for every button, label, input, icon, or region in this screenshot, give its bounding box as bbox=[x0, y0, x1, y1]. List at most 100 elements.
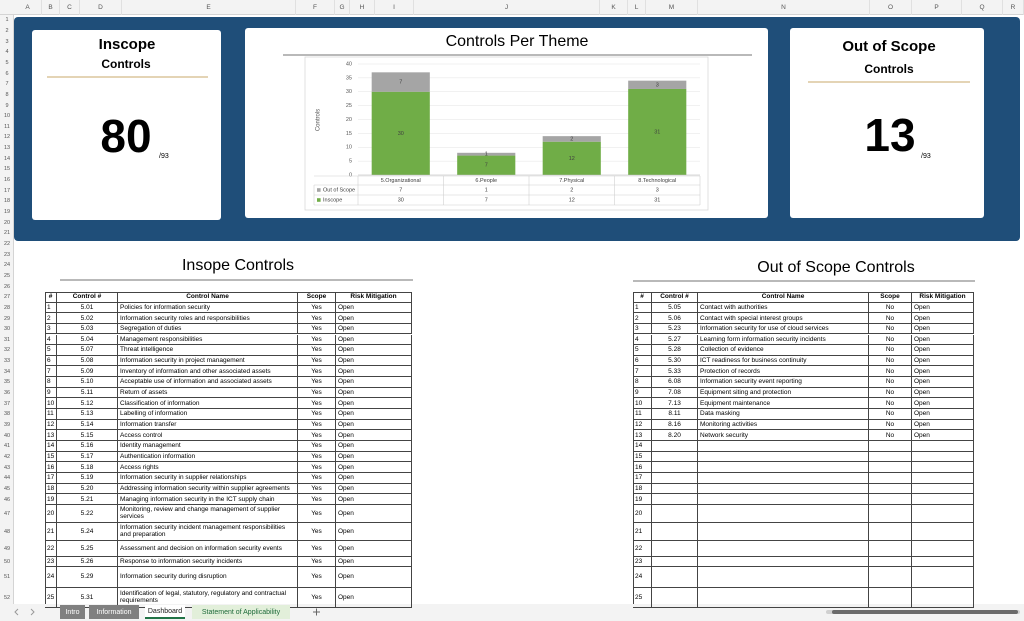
table-cell bbox=[869, 472, 912, 484]
row-header: 46 bbox=[3, 496, 11, 503]
table-cell: Open bbox=[336, 441, 412, 452]
table-cell: Yes bbox=[298, 409, 336, 420]
table-cell: No bbox=[869, 355, 912, 367]
table-cell: 11 bbox=[633, 409, 652, 420]
column-header: I bbox=[375, 0, 414, 15]
table-cell: 6 bbox=[45, 355, 57, 367]
data-label: 30 bbox=[398, 131, 404, 137]
table-cell: Information transfer bbox=[118, 419, 298, 431]
table-cell: 5.23 bbox=[652, 323, 698, 335]
column-header: K bbox=[600, 0, 628, 15]
table-cell: Yes bbox=[298, 441, 336, 452]
row-header: 5 bbox=[5, 59, 9, 66]
column-header: C bbox=[60, 0, 80, 15]
row-header: 23 bbox=[3, 251, 11, 258]
table-cell: Data masking bbox=[698, 409, 869, 420]
row-header: 2 bbox=[5, 27, 9, 34]
table-cell: Yes bbox=[298, 323, 336, 335]
tab-scroll-right[interactable] bbox=[30, 608, 35, 616]
table-cell: Information security during disruption bbox=[118, 566, 298, 588]
table-cell: 11 bbox=[45, 409, 57, 420]
table-cell: No bbox=[869, 366, 912, 378]
y-tick-label: 15 bbox=[346, 131, 352, 137]
table-cell: Yes bbox=[298, 366, 336, 378]
row-header: 22 bbox=[3, 240, 11, 247]
table-cell: 2 bbox=[633, 313, 652, 324]
x-tick-label: 5.Organizational bbox=[381, 178, 421, 184]
sheet-tab[interactable]: Statement of Applicability bbox=[192, 605, 290, 619]
row-header: 38 bbox=[3, 411, 11, 418]
table-cell: Yes bbox=[298, 587, 336, 608]
column-header: L bbox=[628, 0, 646, 15]
table-cell bbox=[652, 566, 698, 588]
table-cell: 5.15 bbox=[57, 430, 118, 441]
row-header: 6 bbox=[5, 70, 9, 77]
legend-swatch bbox=[317, 198, 321, 202]
table-cell: No bbox=[869, 387, 912, 399]
column-header: O bbox=[870, 0, 912, 15]
table-cell: 5.06 bbox=[652, 313, 698, 324]
table-cell bbox=[652, 483, 698, 495]
table-cell: 5.26 bbox=[57, 556, 118, 567]
column-header: Q bbox=[962, 0, 1003, 15]
table-cell: Yes bbox=[298, 504, 336, 523]
table-cell: 13 bbox=[633, 430, 652, 441]
table-cell: 22 bbox=[633, 540, 652, 557]
table-cell: Open bbox=[336, 504, 412, 523]
column-header: P bbox=[912, 0, 962, 15]
table-cell: Open bbox=[336, 387, 412, 399]
table-cell: 25 bbox=[633, 587, 652, 608]
sheet-tab[interactable]: Information bbox=[89, 605, 139, 619]
sheet-tab[interactable]: Intro bbox=[60, 605, 85, 619]
table-cell: 5.07 bbox=[57, 345, 118, 356]
table-cell bbox=[869, 556, 912, 567]
table-cell: 25 bbox=[45, 587, 57, 608]
row-header: 9 bbox=[5, 102, 9, 109]
card-total: /93 bbox=[921, 153, 931, 160]
table-cell: 5.16 bbox=[57, 441, 118, 452]
scrollbar-thumb[interactable] bbox=[832, 610, 1018, 614]
table-cell: Open bbox=[336, 366, 412, 378]
table-cell: 5.17 bbox=[57, 451, 118, 463]
row-header: 20 bbox=[3, 219, 11, 226]
table-cell: Yes bbox=[298, 556, 336, 567]
sheet-tab[interactable]: Dashboard bbox=[145, 605, 185, 619]
column-header-bar bbox=[0, 0, 1024, 15]
table-cell: Open bbox=[336, 419, 412, 431]
bar-segment bbox=[457, 155, 516, 175]
table-cell: 5.03 bbox=[57, 323, 118, 335]
table-cell: 10 bbox=[633, 398, 652, 410]
table-cell: Response to information security inciden… bbox=[118, 556, 298, 567]
y-tick-label: 30 bbox=[346, 89, 352, 95]
row-header: 52 bbox=[3, 594, 11, 601]
table-cell: 5.22 bbox=[57, 504, 118, 523]
table-cell: 9 bbox=[45, 387, 57, 399]
table-cell: 4 bbox=[45, 334, 57, 346]
row-header-bar bbox=[0, 15, 14, 604]
row-header: 36 bbox=[3, 390, 11, 397]
row-header: 49 bbox=[3, 545, 11, 552]
table-header: Scope bbox=[869, 291, 912, 303]
table-cell: Access control bbox=[118, 430, 298, 441]
table-cell: No bbox=[869, 345, 912, 356]
table-cell: Open bbox=[912, 430, 974, 441]
table-cell: Equipment maintenance bbox=[698, 398, 869, 410]
column-header: H bbox=[350, 0, 375, 15]
tab-scroll-left[interactable] bbox=[14, 608, 19, 616]
table-cell: 12 bbox=[45, 419, 57, 431]
table-cell: 5 bbox=[45, 345, 57, 356]
table-cell bbox=[698, 462, 869, 473]
card-count: 13 bbox=[864, 109, 915, 161]
table-cell: 24 bbox=[45, 566, 57, 588]
table-cell: Open bbox=[912, 334, 974, 346]
table-header: Control # bbox=[652, 291, 698, 303]
section-title: Out of Scope Controls bbox=[757, 259, 914, 276]
add-sheet[interactable] bbox=[313, 608, 320, 616]
table-cell bbox=[698, 441, 869, 452]
table-cell: Yes bbox=[298, 430, 336, 441]
row-header: 31 bbox=[3, 336, 11, 343]
table-cell: 7.13 bbox=[652, 398, 698, 410]
table-cell: Open bbox=[336, 494, 412, 505]
table-cell bbox=[912, 472, 974, 484]
table-cell: 18 bbox=[45, 483, 57, 495]
